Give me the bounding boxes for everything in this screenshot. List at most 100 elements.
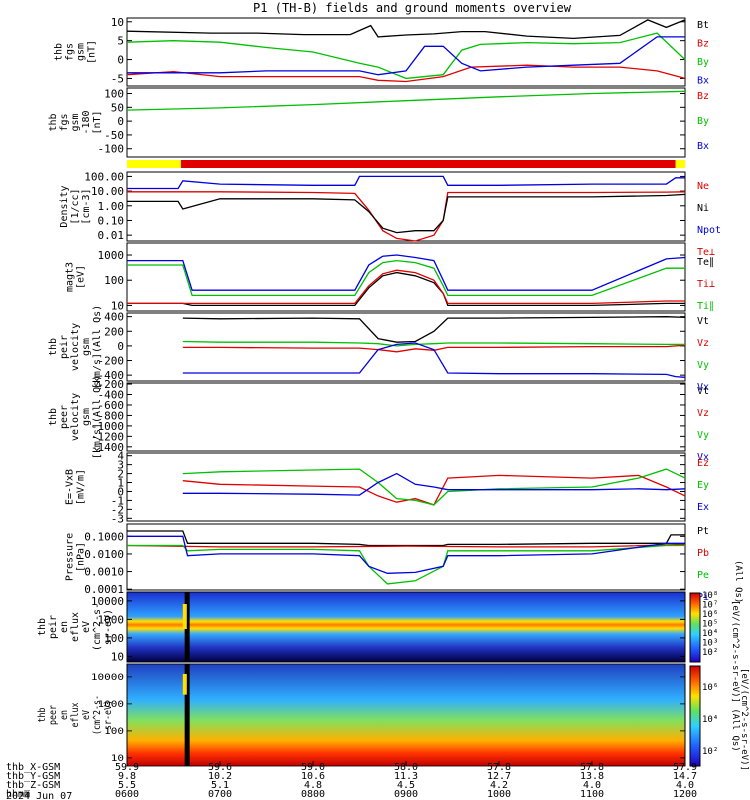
y-tick-label: -1400 [91,441,124,454]
legend-Ti∥: Ti∥ [697,301,714,312]
y-tick-label: 10.00 [91,185,124,198]
y-axis-label: magt3[eV] [65,262,87,292]
legend-Vz: Vz [697,338,709,349]
panel-density: 100.00 10.00 1.000.10 0.01 Density[1/cc][cm-… [59,170,686,242]
y-tick-label: 10 [111,754,124,764]
panel-pressure: 0.1000 0.0100 0.0010 0.0001 Pressure[nPa] [65,523,686,596]
y-tick-label: 0.0001 [84,583,124,596]
series-line-Pe [127,544,685,585]
colorbar-1-tick: 10⁴ [702,629,718,639]
y-axis-label: Pressure[nPa] [65,533,87,581]
panel-frame [126,382,686,452]
x-tick-value: 59.6 [208,762,232,773]
series-line-Npot [127,175,685,190]
legend-Ti⊥: Ti⊥ [697,279,715,290]
y-tick-label: 100.00 [84,170,124,183]
x-row-label: thb_Y-GSM [6,771,60,782]
series-line-Vt [182,316,686,343]
legend-Vx: Vx [697,382,709,393]
y-tick-label: -1200 [91,430,124,443]
colorbars: 10⁸10⁷10⁶10⁵10⁴10³10²10⁶10⁴10²[eV/(cm^2-… [689,591,749,771]
x-tick-value: 4.5 [397,780,415,791]
series-line-Pb [126,543,686,548]
y-tick-label: 1000 [98,249,125,262]
y-tick-label: 50 [111,101,124,114]
y-tick-label: -200 [98,378,125,391]
y-tick-label: 0.0100 [84,548,124,561]
mode-bar-segment-1 [180,160,676,168]
colorbar-1-title: [eV/(cm^2-s-sr-eV)] (All Qs) [730,600,740,752]
legend-Ey: Ey [697,480,709,491]
colorbar-1-tick: 10³ [702,639,718,649]
series-line-Ti⊥ [127,269,685,305]
y-axis-label: thbpeirenefluxeV(cm^2-s-sr-eV) [37,603,114,651]
y-tick-label: 1 [117,477,124,490]
colorbar-1-tick: 10⁵ [702,620,718,630]
series-line-Ti∥ [127,259,685,297]
panel-mode_bar [127,160,685,168]
x-tick-value: 57.9 [673,762,697,773]
y-tick-label: 0.0010 [84,566,124,579]
legend-By: By [697,116,709,127]
y-tick-label: -400 [98,389,125,402]
panel-temperature: 1000 100 10 magt3[eV] [65,242,686,312]
legend-Bz: Bz [697,39,709,50]
mode-bar-segment-2 [675,160,685,168]
series-line-Bz [126,64,686,83]
y-tick-label: -2 [111,503,124,516]
legends: Bt Bz By Bx Bz By Bx Ne Ni Npot Te⊥Te∥ Ti⊥ Ti∥ Vt Vz Vy… [697,20,721,603]
y-tick-label: 0.01 [98,229,125,242]
y-tick-label: -50 [104,129,124,142]
series-line-Vz [182,344,686,353]
spectrogram-peir_eflux [127,592,685,662]
plot-title: P1 (TH-B) fields and ground moments over… [253,1,572,15]
x-tick-value: 0700 [208,789,232,800]
y-tick-label: 10 [111,650,124,663]
x-tick-value: 5.1 [211,780,229,791]
x-row-label: thb_Z-GSM [6,780,60,791]
y-tick-label: 2 [117,468,124,481]
x-row-label: hhmm [6,789,30,800]
y-tick-label: -600 [98,399,125,412]
panel-frame [126,17,686,87]
colorbar-1-tick: 10⁸ [702,591,718,601]
y-tick-label: 100 [104,727,124,737]
y-tick-label: -3 [111,512,124,525]
legend-Pi: Pi [697,592,709,603]
panel-frame [126,591,686,663]
y-tick-label: -5 [111,72,124,85]
x-tick-value: 0900 [394,789,418,800]
y-tick-label: 10 [111,299,124,312]
x-tick-value: 5.5 [118,780,136,791]
x-tick-value: 10.6 [301,771,325,782]
y-tick-label: 0.1000 [84,530,124,543]
y-tick-label: 10000 [91,673,124,683]
panel-velocity_peer: -200-400-600-800-1000-1200-1400thbpeerve… [48,375,686,459]
y-tick-label: 0 [117,340,124,353]
legend-Vz: Vz [697,408,709,419]
legend-Pt: Pt [697,526,709,537]
panel-frame [126,87,686,158]
series-line-Ez [182,474,686,506]
y-tick-label: 5 [117,35,124,48]
x-tick-value: 4.2 [490,780,508,791]
x-tick-value: 4.8 [304,780,322,791]
legend-Vy: Vy [697,430,709,441]
series-line-Pi [127,535,685,574]
y-axis-label: E=-VxB[mV/m] [65,469,87,505]
colorbar-2-tick: 10⁶ [702,683,718,693]
legend-Bz: Bz [697,91,709,102]
panels: 1050-5thbfgsgsm[nT]100500-50-100thbfgsgs… [36,16,686,767]
legend-Vt: Vt [697,316,709,327]
x-tick-value: 13.8 [580,771,604,782]
y-tick-label: 100 [104,88,124,101]
legend-Vy: Vy [697,360,709,371]
y-tick-label: 200 [104,325,124,338]
y-tick-label: -1 [111,494,124,507]
x-date-label: 2024 Jun 07 [6,791,72,800]
mode-bar-segment-0 [127,160,181,168]
y-tick-label: 10000 [91,595,124,608]
series-line-Ni [127,193,686,234]
y-tick-label: -1000 [91,420,124,433]
